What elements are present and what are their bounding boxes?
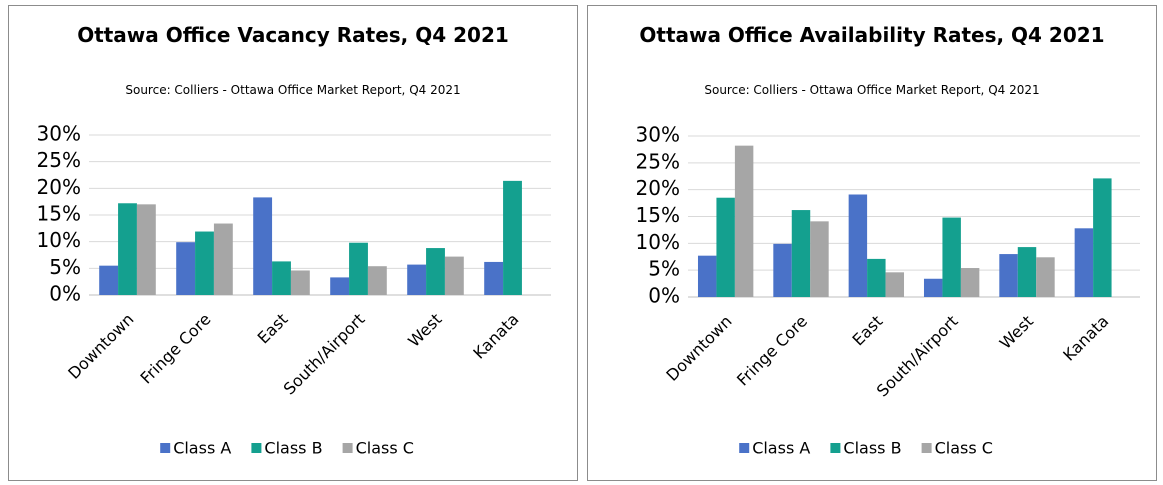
legend-label: Class C	[935, 439, 993, 458]
y-tick-label: 0%	[49, 282, 81, 306]
bar	[1017, 247, 1037, 297]
bar	[426, 248, 445, 295]
legend-swatch	[342, 443, 353, 453]
x-tick-label: East	[848, 312, 886, 350]
y-tick-label: 10%	[636, 230, 680, 254]
bar	[791, 210, 811, 297]
chart-subtitle: Source: Colliers - Ottawa Office Market …	[704, 83, 1040, 97]
y-tick-label: 5%	[648, 257, 680, 281]
x-tick-label: Downtown	[662, 312, 735, 385]
bar	[885, 272, 905, 297]
bar	[1093, 178, 1112, 297]
x-tick-label: Kanata	[1059, 312, 1112, 365]
bar	[810, 221, 829, 297]
y-tick-label: 25%	[636, 149, 680, 173]
bar	[942, 217, 961, 297]
bar	[867, 258, 886, 297]
bar	[484, 261, 504, 295]
x-tick-label: South/Airport	[280, 310, 369, 399]
bar	[923, 278, 943, 297]
chart-panel: Ottawa Office Vacancy Rates, Q4 2021 Sou…	[8, 5, 578, 481]
legend-swatch	[739, 443, 750, 453]
x-tick-label: West	[996, 312, 1037, 353]
bar	[697, 255, 717, 297]
bar	[773, 243, 792, 297]
y-tick-label: 20%	[37, 175, 81, 199]
legend-swatch	[830, 443, 841, 453]
bar	[716, 197, 735, 297]
bar	[444, 256, 464, 295]
bar	[253, 197, 273, 295]
bar	[349, 242, 368, 295]
y-tick-label: 25%	[37, 148, 81, 172]
legend-label: Class B	[264, 439, 322, 458]
chart-title: Ottawa Office Vacancy Rates, Q4 2021	[77, 23, 509, 47]
legend-label: Class A	[752, 439, 810, 458]
bar	[176, 242, 196, 295]
x-tick-label: Fringe Core	[733, 312, 811, 390]
bar	[99, 265, 119, 295]
x-tick-label: West	[404, 310, 445, 351]
y-tick-label: 5%	[49, 255, 81, 279]
bar	[407, 264, 427, 295]
bar	[118, 203, 137, 295]
y-tick-label: 10%	[37, 228, 81, 252]
y-tick-label: 0%	[648, 284, 680, 308]
bar	[1036, 257, 1055, 297]
legend-swatch	[921, 443, 932, 453]
bar	[367, 266, 387, 295]
y-tick-label: 15%	[37, 202, 81, 226]
bar	[290, 270, 310, 295]
bar	[999, 254, 1018, 297]
chart-title: Ottawa Office Availability Rates, Q4 202…	[639, 23, 1105, 47]
x-tick-label: East	[254, 310, 292, 348]
bar	[1074, 228, 1094, 297]
bar	[503, 180, 522, 295]
x-tick-label: Kanata	[469, 310, 522, 363]
bar	[848, 194, 868, 297]
y-tick-label: 15%	[636, 203, 680, 227]
bar	[272, 261, 291, 295]
legend-swatch	[251, 443, 262, 453]
y-tick-label: 30%	[37, 122, 81, 146]
bar	[734, 145, 754, 297]
chart-subtitle: Source: Colliers - Ottawa Office Market …	[125, 83, 461, 97]
y-tick-label: 20%	[636, 176, 680, 200]
bar	[330, 277, 350, 295]
bar	[960, 268, 980, 297]
bar	[136, 204, 156, 295]
x-tick-label: Fringe Core	[136, 310, 214, 388]
legend-label: Class C	[356, 439, 414, 458]
bar	[195, 231, 214, 295]
chart-panel: Ottawa Office Availability Rates, Q4 202…	[587, 5, 1157, 481]
x-tick-label: Downtown	[64, 310, 137, 383]
legend-label: Class A	[173, 439, 231, 458]
bar	[213, 223, 233, 295]
legend-swatch	[160, 443, 171, 453]
y-tick-label: 30%	[636, 123, 680, 147]
legend-label: Class B	[843, 439, 901, 458]
